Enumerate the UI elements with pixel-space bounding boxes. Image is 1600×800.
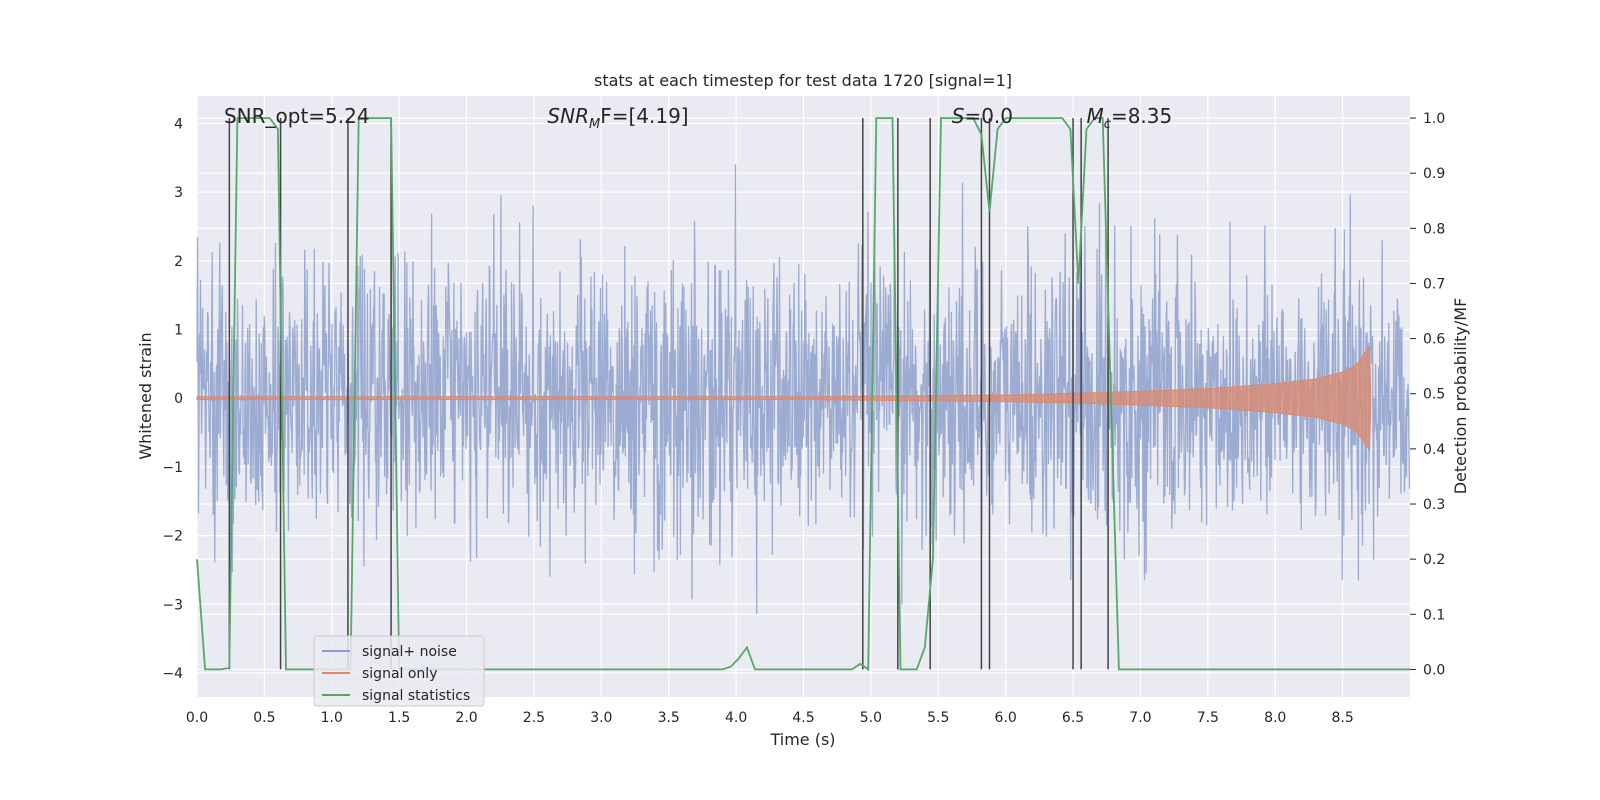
y-axis-label-right: Detection probability/MF (1451, 298, 1470, 495)
annotation-3: Mc=8.35 (1087, 104, 1173, 132)
y-tick-label-right: 0.5 (1423, 387, 1445, 403)
y-tick-label-right: 0.7 (1423, 276, 1445, 292)
x-tick-label: 7.5 (1197, 710, 1219, 726)
signal-series (196, 345, 1372, 452)
annotations: SNR_opt=5.24 SNRMF=[4.19] S=0.0 Mc=8.35 (224, 104, 1172, 132)
y-tick-label-right: 0.6 (1423, 332, 1445, 348)
stats-series (196, 117, 1410, 672)
x-tick-label: 4.0 (725, 710, 747, 726)
y-tick-label-right: 0.2 (1423, 552, 1445, 568)
y-tick-label-right: 0.4 (1423, 442, 1445, 458)
y-ticks-right: 0.0 0.1 0.2 0.3 0.4 0.5 0.6 0.7 0.8 0.9 1.0 (1410, 111, 1445, 678)
y-ticks-left: −4 −3 −2 −1 0 1 2 3 4 (162, 116, 183, 681)
legend: signal+ noise signal only signal statistic… (313, 635, 485, 707)
x-tick-label: 8.0 (1264, 710, 1286, 726)
y-tick-label-left: −2 (162, 529, 183, 545)
y-tick-label-left: 2 (174, 254, 183, 270)
x-tick-label: 6.0 (995, 710, 1017, 726)
annotation-2: S=0.0 (952, 104, 1013, 128)
y-tick-label-right: 0.0 (1423, 662, 1445, 678)
x-tick-label: 3.5 (658, 710, 680, 726)
y-tick-label-left: 4 (174, 116, 183, 132)
x-tick-label: 1.0 (321, 710, 343, 726)
y-tick-label-left: −4 (162, 666, 183, 682)
x-axis-label: Time (s) (769, 730, 835, 749)
y-tick-label-left: 3 (174, 185, 183, 201)
annotation-1: SNRMF=[4.19] (547, 104, 688, 132)
legend-label-0: signal+ noise (362, 644, 457, 660)
x-tick-label: 6.5 (1062, 710, 1084, 726)
stats-line (196, 117, 1410, 672)
y-tick-label-left: 1 (174, 323, 183, 339)
x-tick-label: 3.0 (590, 710, 612, 726)
x-tick-label: 4.5 (792, 710, 814, 726)
y-tick-label-left: −1 (162, 460, 183, 476)
chart-title: stats at each timestep for test data 172… (594, 71, 1012, 90)
y-tick-label-right: 0.3 (1423, 497, 1445, 513)
y-tick-label-right: 0.8 (1423, 221, 1445, 237)
x-tick-label: 8.5 (1331, 710, 1353, 726)
x-tick-label: 0.0 (186, 710, 208, 726)
y-axis-label-left: Whitened strain (136, 332, 155, 459)
x-tick-label: 7.0 (1129, 710, 1151, 726)
y-tick-label-left: 0 (174, 391, 183, 407)
y-tick-label-right: 0.1 (1423, 607, 1445, 623)
x-tick-label: 2.0 (455, 710, 477, 726)
legend-box (313, 635, 485, 707)
y-tick-label-left: −3 (162, 597, 183, 613)
signal-envelope (196, 345, 1372, 452)
x-tick-label: 5.0 (860, 710, 882, 726)
y-tick-label-right: 0.9 (1423, 166, 1445, 182)
legend-label-1: signal only (362, 666, 437, 682)
x-tick-label: 2.5 (523, 710, 545, 726)
x-tick-label: 1.5 (388, 710, 410, 726)
annotation-0: SNR_opt=5.24 (224, 104, 370, 128)
y-tick-label-right: 1.0 (1423, 111, 1445, 127)
x-tick-label: 5.5 (927, 710, 949, 726)
x-tick-label: 0.5 (253, 710, 275, 726)
legend-label-2: signal statistics (362, 688, 470, 704)
x-ticks: 0.0 0.5 1.0 1.5 2.0 2.5 3.0 3.5 4.0 4.5 5.0 5.5 6.0 6… (186, 710, 1354, 726)
